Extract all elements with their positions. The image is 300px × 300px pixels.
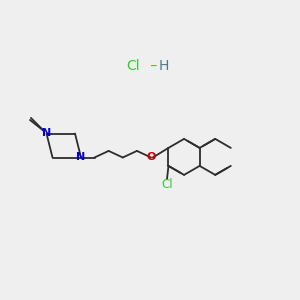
Text: O: O bbox=[146, 152, 156, 163]
Text: Cl: Cl bbox=[161, 178, 173, 191]
Text: H: H bbox=[158, 59, 169, 73]
Text: N: N bbox=[76, 152, 85, 163]
Text: Cl: Cl bbox=[126, 59, 140, 73]
Text: –: – bbox=[146, 59, 161, 73]
Text: N: N bbox=[42, 128, 51, 139]
